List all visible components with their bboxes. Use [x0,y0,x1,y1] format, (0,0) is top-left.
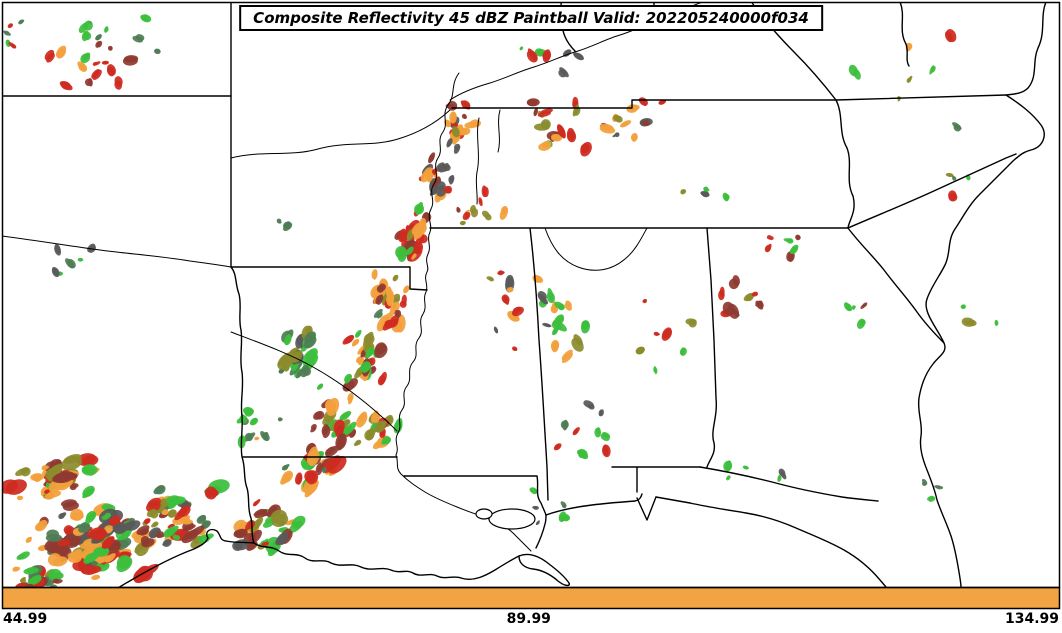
border-ga-sc [847,227,945,344]
border-ga-fl [699,466,879,502]
border-tn-nc [835,99,855,229]
colorbar-label-left: 44.99 [3,611,48,627]
map-title: Composite Reflectivity 45 dBZ Paintball … [239,5,823,31]
coast-atlantic [917,3,1047,587]
coast-florida-panhandle [689,502,887,587]
coast-louisiana [253,542,520,580]
border-al-ga [706,227,718,468]
mississippi-delta [518,553,571,587]
river-arkansas [230,331,398,432]
colorbar [1,586,1061,610]
border-tx-east [230,266,255,544]
border-la-ms [403,475,547,516]
river-missouri [230,109,451,159]
border-ky-va [751,3,837,101]
river-red-tx-ok [3,235,232,268]
coast-mississippi [545,500,636,516]
river-cumberland [497,109,501,153]
border-va-nc [835,94,1007,101]
border-mo-ar [230,266,428,291]
colorbar-label-center: 89.99 [506,611,551,627]
border-wv-va [899,3,910,67]
lake-pontchartrain [488,508,536,530]
coast-delta-north [535,514,547,549]
colorbar-label-right: 134.99 [1004,611,1059,627]
river-tennessee-ky [475,117,480,205]
border-ms-al [529,227,549,501]
border-tn-north [451,99,837,109]
paintball-layer [3,14,999,587]
river-mississippi-lower [395,454,532,552]
colorbar-labels: 44.99 89.99 134.99 [0,611,1062,633]
border-nc-sc [847,153,1017,229]
river-tennessee-al [544,227,648,271]
border-al-fl [611,466,701,493]
mobile-bay [636,496,657,521]
river-mississippi-upper [395,72,460,456]
coast-texas [118,528,255,587]
map-frame [1,1,1061,589]
coast-alabama [634,493,691,504]
lake-maurepas [475,508,493,520]
